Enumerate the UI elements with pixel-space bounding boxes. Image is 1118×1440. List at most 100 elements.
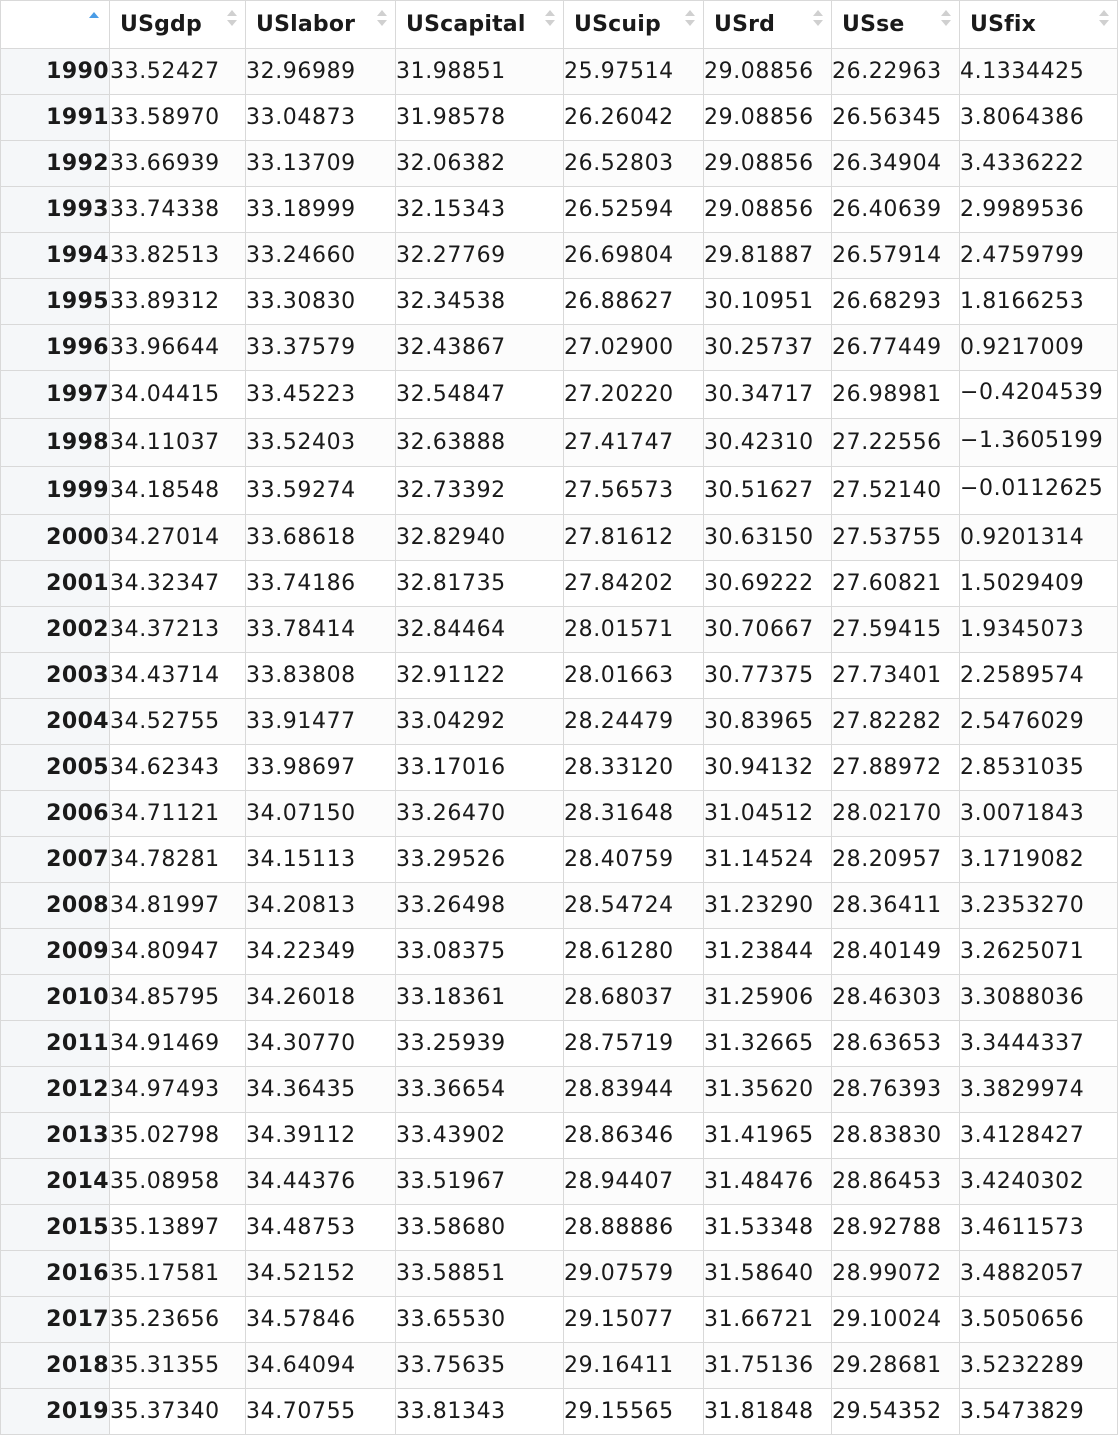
table-cell: 28.75719: [563, 1020, 704, 1067]
table-cell: 34.97493: [109, 1066, 246, 1113]
table-cell: 27.73401: [831, 652, 960, 699]
table-cell: 3.3088036: [959, 974, 1118, 1021]
sort-icon[interactable]: [813, 9, 823, 27]
sort-icon[interactable]: [1099, 9, 1109, 27]
table-cell: 27.20220: [563, 370, 704, 419]
row-name-cell: 1999: [0, 466, 110, 515]
table-cell: 33.98697: [245, 744, 396, 791]
table-cell: 29.07579: [563, 1250, 704, 1297]
table-cell: 33.36654: [395, 1066, 564, 1113]
table-cell: 26.40639: [831, 186, 960, 233]
sort-icon[interactable]: [685, 9, 695, 27]
table-cell: 32.43867: [395, 324, 564, 371]
table-cell: 2.9989536: [959, 186, 1118, 233]
table-cell: 34.78281: [109, 836, 246, 883]
table-row: 2017 35.23656 34.57846 33.65530 29.15077 31.6…: [0, 1296, 1118, 1343]
row-name-cell: 2007: [0, 836, 110, 883]
row-name-cell: 2006: [0, 790, 110, 837]
table-row: 2010 34.85795 34.26018 33.18361 28.68037 31.2…: [0, 974, 1118, 1021]
header-row: USgdp USlabor UScapital UScuip USrd USse USfix: [0, 0, 1118, 49]
table-row: 1999 34.18548 33.59274 32.73392 27.56573 30.5…: [0, 466, 1118, 515]
table-cell: 34.07150: [245, 790, 396, 837]
table-cell: 33.82513: [109, 232, 246, 279]
sort-icon[interactable]: [227, 9, 237, 27]
table-cell: 30.42310: [703, 418, 832, 467]
table-cell: 31.53348: [703, 1204, 832, 1251]
sort-icon[interactable]: [377, 9, 387, 27]
column-header-label: UScuip: [574, 11, 661, 37]
table-cell: 3.1719082: [959, 836, 1118, 883]
table-cell: 31.35620: [703, 1066, 832, 1113]
table-cell: 2.5476029: [959, 698, 1118, 745]
table-cell: 29.15565: [563, 1388, 704, 1435]
column-header-usgdp[interactable]: USgdp: [109, 0, 246, 49]
sort-up-arrow-icon: [685, 10, 695, 16]
sort-icon[interactable]: [89, 11, 99, 29]
table-cell: 34.62343: [109, 744, 246, 791]
row-name-cell: 2017: [0, 1296, 110, 1343]
sort-down-arrow-icon: [1099, 20, 1109, 26]
table-cell: 33.08375: [395, 928, 564, 975]
table-cell: 27.60821: [831, 560, 960, 607]
table-cell: 34.81997: [109, 882, 246, 929]
column-header-rownames[interactable]: [0, 0, 110, 49]
table-cell: 34.91469: [109, 1020, 246, 1067]
table-cell: 3.5232289: [959, 1342, 1118, 1389]
row-name-cell: 2014: [0, 1158, 110, 1205]
table-cell: 29.16411: [563, 1342, 704, 1389]
table-cell: 32.54847: [395, 370, 564, 419]
table-cell: 1.5029409: [959, 560, 1118, 607]
sort-down-arrow-icon: [685, 20, 695, 26]
table-cell: 29.08856: [703, 140, 832, 187]
table-cell: 27.84202: [563, 560, 704, 607]
column-header-uscuip[interactable]: UScuip: [563, 0, 704, 49]
table-cell: 34.36435: [245, 1066, 396, 1113]
sort-up-arrow-icon: [813, 10, 823, 16]
table-cell: 28.24479: [563, 698, 704, 745]
column-header-usfix[interactable]: USfix: [959, 0, 1118, 49]
table-cell: −1.3605199: [959, 418, 1118, 467]
table-cell: 26.88627: [563, 278, 704, 325]
row-name-cell: 2010: [0, 974, 110, 1021]
table-cell: 33.68618: [245, 514, 396, 561]
table-cell: 33.74338: [109, 186, 246, 233]
table-cell: 29.81887: [703, 232, 832, 279]
table-cell: 2.4759799: [959, 232, 1118, 279]
table-row: 1996 33.96644 33.37579 32.43867 27.02900 30.2…: [0, 324, 1118, 371]
table-cell: 31.58640: [703, 1250, 832, 1297]
table-cell: 32.63888: [395, 418, 564, 467]
table-cell: 26.68293: [831, 278, 960, 325]
table-cell: 32.27769: [395, 232, 564, 279]
sort-icon[interactable]: [941, 9, 951, 27]
table-row: 2014 35.08958 34.44376 33.51967 28.94407 31.4…: [0, 1158, 1118, 1205]
table-row: 1993 33.74338 33.18999 32.15343 26.52594 29.0…: [0, 186, 1118, 233]
table-cell: 26.26042: [563, 94, 704, 141]
table-cell: 34.32347: [109, 560, 246, 607]
row-name-cell: 1997: [0, 370, 110, 419]
column-header-usse[interactable]: USse: [831, 0, 960, 49]
sort-up-arrow-icon: [377, 10, 387, 16]
table-cell: 33.25939: [395, 1020, 564, 1067]
table-row: 2009 34.80947 34.22349 33.08375 28.61280 31.2…: [0, 928, 1118, 975]
column-header-uscapital[interactable]: UScapital: [395, 0, 564, 49]
table-cell: 28.40759: [563, 836, 704, 883]
table-row: 2004 34.52755 33.91477 33.04292 28.24479 30.8…: [0, 698, 1118, 745]
table-cell: 31.98851: [395, 48, 564, 95]
column-header-usrd[interactable]: USrd: [703, 0, 832, 49]
sort-up-arrow-icon: [227, 10, 237, 16]
table-cell: 28.01571: [563, 606, 704, 653]
table-cell: 3.4336222: [959, 140, 1118, 187]
table-cell: 33.04873: [245, 94, 396, 141]
column-header-uslabor[interactable]: USlabor: [245, 0, 396, 49]
table-cell: 33.65530: [395, 1296, 564, 1343]
sort-down-arrow-icon: [941, 20, 951, 26]
table-cell: 28.83830: [831, 1112, 960, 1159]
sort-icon[interactable]: [545, 9, 555, 27]
table-cell: 3.3829974: [959, 1066, 1118, 1113]
row-name-cell: 1992: [0, 140, 110, 187]
table-row: 2006 34.71121 34.07150 33.26470 28.31648 31.0…: [0, 790, 1118, 837]
table-cell: 31.23844: [703, 928, 832, 975]
table-cell: 34.37213: [109, 606, 246, 653]
table-cell: 33.83808: [245, 652, 396, 699]
